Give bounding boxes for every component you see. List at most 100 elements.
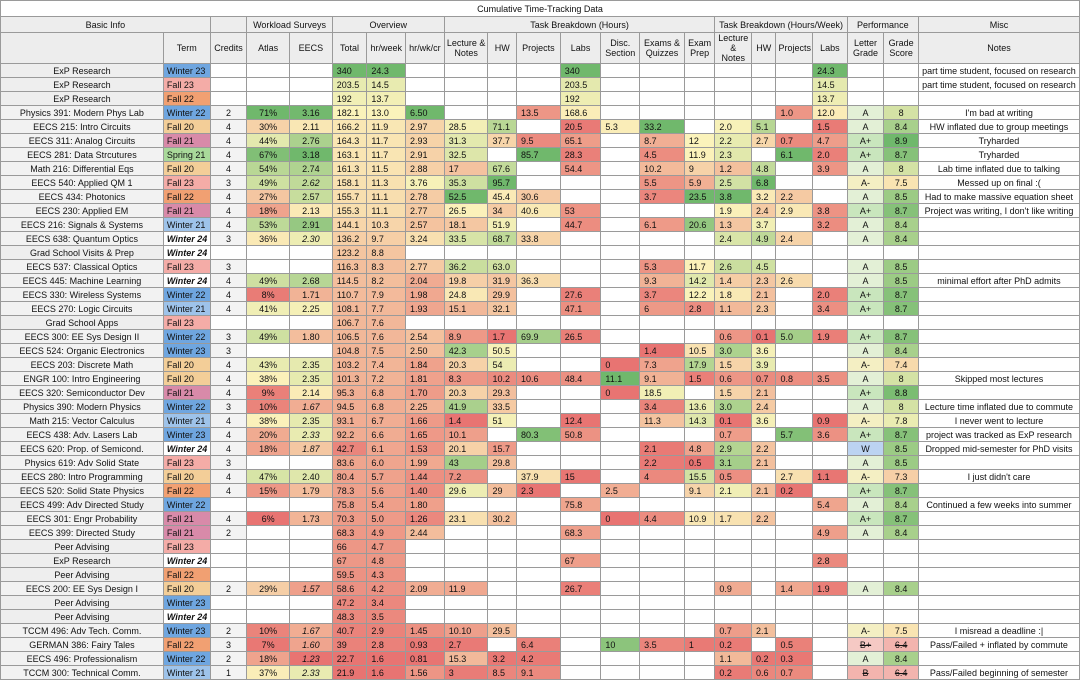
cell[interactable]: 1.9 bbox=[812, 581, 848, 596]
cell[interactable]: 0.5 bbox=[775, 637, 814, 652]
term-cell[interactable]: Spring 21 bbox=[162, 147, 211, 162]
cell[interactable] bbox=[246, 595, 291, 610]
cell[interactable]: 6.6 bbox=[366, 427, 407, 442]
cell[interactable]: 40.6 bbox=[515, 203, 561, 218]
cell[interactable]: 2 bbox=[209, 651, 248, 666]
term-cell[interactable]: Fall 23 bbox=[162, 77, 211, 92]
cell[interactable] bbox=[683, 105, 716, 120]
notes-cell[interactable]: I never went to lecture bbox=[917, 413, 1080, 428]
notes-cell[interactable]: Project was writing, I don't like writin… bbox=[917, 203, 1080, 218]
cell[interactable] bbox=[405, 595, 445, 610]
cell[interactable] bbox=[639, 315, 685, 330]
cell[interactable] bbox=[559, 455, 602, 470]
cell[interactable]: 15.1 bbox=[443, 301, 489, 316]
cell[interactable]: 8.8 bbox=[366, 245, 407, 260]
cell[interactable] bbox=[443, 497, 489, 512]
cell[interactable]: 2.0 bbox=[812, 147, 848, 162]
cell[interactable]: 2.4 bbox=[751, 203, 777, 218]
letter-grade-cell[interactable]: A bbox=[846, 231, 885, 246]
cell[interactable]: 52.5 bbox=[443, 189, 489, 204]
course-name-cell[interactable]: Peer Advising bbox=[0, 567, 164, 582]
cell[interactable] bbox=[405, 91, 445, 106]
cell[interactable] bbox=[812, 399, 848, 414]
cell[interactable]: 2.5 bbox=[714, 175, 753, 190]
notes-cell[interactable]: part time student, focused on research bbox=[917, 77, 1080, 92]
cell[interactable]: 20.3 bbox=[443, 357, 489, 372]
cell[interactable] bbox=[883, 567, 919, 582]
cell[interactable]: 192 bbox=[559, 91, 602, 106]
cell[interactable] bbox=[209, 91, 248, 106]
notes-cell[interactable] bbox=[917, 455, 1080, 470]
cell[interactable]: 32.5 bbox=[443, 147, 489, 162]
cell[interactable] bbox=[683, 581, 716, 596]
cell[interactable] bbox=[209, 567, 248, 582]
cell[interactable] bbox=[639, 665, 685, 680]
cell[interactable]: 8 bbox=[883, 399, 919, 414]
cell[interactable]: 8.4 bbox=[883, 231, 919, 246]
cell[interactable] bbox=[246, 63, 291, 78]
cell[interactable] bbox=[639, 651, 685, 666]
cell[interactable]: 3.18 bbox=[289, 147, 333, 162]
cell[interactable]: 28.5 bbox=[443, 119, 489, 134]
cell[interactable] bbox=[559, 539, 602, 554]
term-cell[interactable]: Winter 22 bbox=[162, 329, 211, 344]
cell[interactable]: 29.9 bbox=[487, 287, 517, 302]
cell[interactable]: 0.9 bbox=[714, 581, 753, 596]
notes-cell[interactable] bbox=[917, 525, 1080, 540]
cell[interactable]: 12 bbox=[683, 133, 716, 148]
letter-grade-cell[interactable]: A bbox=[846, 371, 885, 386]
cell[interactable]: 2.0 bbox=[812, 287, 848, 302]
cell[interactable]: 2 bbox=[209, 581, 248, 596]
cell[interactable]: 0.6 bbox=[714, 329, 753, 344]
cell[interactable]: 3.24 bbox=[405, 231, 445, 246]
cell[interactable]: 8.7 bbox=[883, 483, 919, 498]
cell[interactable]: 11.5 bbox=[366, 161, 407, 176]
cell[interactable]: 33.2 bbox=[639, 119, 685, 134]
cell[interactable]: 7.6 bbox=[366, 329, 407, 344]
course-name-cell[interactable]: EECS 200: EE Sys Design I bbox=[0, 581, 164, 596]
term-cell[interactable]: Fall 20 bbox=[162, 371, 211, 386]
cell[interactable]: 85.7 bbox=[515, 147, 561, 162]
cell[interactable]: 1 bbox=[209, 665, 248, 680]
cell[interactable]: 6.7 bbox=[366, 413, 407, 428]
cell[interactable] bbox=[487, 525, 517, 540]
cell[interactable]: 3.7 bbox=[751, 217, 777, 232]
course-name-cell[interactable]: EECS 438: Adv. Lasers Lab bbox=[0, 427, 164, 442]
cell[interactable]: 20.3 bbox=[443, 385, 489, 400]
term-cell[interactable]: Winter 24 bbox=[162, 441, 211, 456]
cell[interactable]: 20% bbox=[246, 427, 291, 442]
cell[interactable]: 10.2 bbox=[487, 371, 517, 386]
cell[interactable] bbox=[515, 77, 561, 92]
cell[interactable]: 8.4 bbox=[883, 119, 919, 134]
cell[interactable]: 7.7 bbox=[366, 301, 407, 316]
cell[interactable]: 29 bbox=[487, 483, 517, 498]
notes-cell[interactable] bbox=[917, 301, 1080, 316]
cell[interactable] bbox=[515, 259, 561, 274]
cell[interactable]: 11.9 bbox=[366, 119, 407, 134]
cell[interactable]: 20.5 bbox=[559, 119, 602, 134]
cell[interactable] bbox=[600, 217, 641, 232]
cell[interactable]: 2.2 bbox=[639, 455, 685, 470]
cell[interactable]: 1.4 bbox=[639, 343, 685, 358]
cell[interactable] bbox=[246, 539, 291, 554]
cell[interactable]: 2.09 bbox=[405, 581, 445, 596]
cell[interactable]: 7.5 bbox=[366, 343, 407, 358]
cell[interactable] bbox=[775, 441, 814, 456]
cell[interactable]: 48.3 bbox=[331, 609, 368, 624]
cell[interactable]: 7.4 bbox=[366, 357, 407, 372]
cell[interactable]: 1.70 bbox=[405, 385, 445, 400]
term-cell[interactable]: Fall 22 bbox=[162, 637, 211, 652]
cell[interactable]: 18.1 bbox=[443, 217, 489, 232]
letter-grade-cell[interactable]: A bbox=[846, 581, 885, 596]
cell[interactable] bbox=[775, 217, 814, 232]
cell[interactable]: 48.4 bbox=[559, 371, 602, 386]
cell[interactable] bbox=[600, 91, 641, 106]
cell[interactable] bbox=[683, 119, 716, 134]
notes-cell[interactable]: project was tracked as ExP research bbox=[917, 427, 1080, 442]
cell[interactable]: 38% bbox=[246, 371, 291, 386]
letter-grade-cell[interactable]: A bbox=[846, 651, 885, 666]
cell[interactable] bbox=[600, 133, 641, 148]
cell[interactable] bbox=[600, 595, 641, 610]
cell[interactable]: 10.9 bbox=[683, 511, 716, 526]
cell[interactable] bbox=[515, 567, 561, 582]
